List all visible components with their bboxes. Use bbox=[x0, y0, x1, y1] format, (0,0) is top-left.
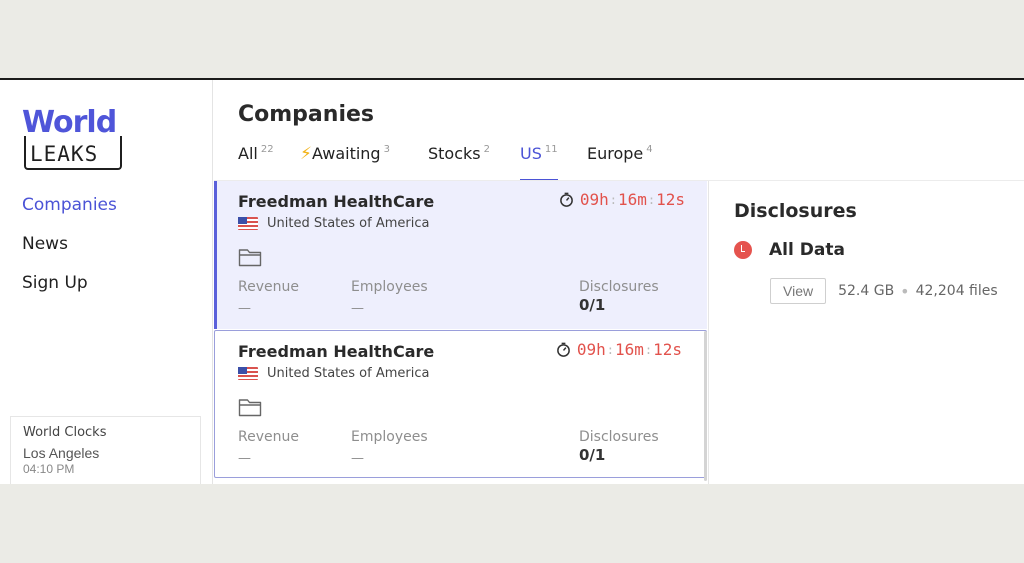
employees-label: Employees bbox=[351, 429, 428, 445]
revenue-label: Revenue bbox=[238, 279, 299, 295]
countdown-timer: 09h:16m:12s bbox=[556, 340, 682, 359]
company-name: Freedman HealthCare bbox=[238, 192, 435, 211]
timer-hours: 09h bbox=[576, 340, 606, 359]
disclosures-label: Disclosures bbox=[579, 429, 659, 445]
tab-europe-label: Europe bbox=[587, 144, 644, 163]
company-list: Freedman HealthCare United States of Ame… bbox=[214, 181, 709, 484]
tab-stocks-label: Stocks bbox=[428, 144, 481, 163]
world-clocks-title: World Clocks bbox=[23, 425, 107, 440]
tab-awaiting[interactable]: ⚡Awaiting 3 bbox=[300, 144, 390, 181]
tab-awaiting-label: Awaiting bbox=[311, 144, 381, 163]
revenue-value: — bbox=[238, 301, 251, 316]
tab-awaiting-count: 3 bbox=[383, 144, 390, 155]
us-flag-icon bbox=[238, 367, 258, 380]
data-size: 52.4 GB bbox=[838, 283, 895, 299]
tab-us-label: US bbox=[520, 144, 542, 163]
disclosures-value: 0/1 bbox=[579, 296, 606, 314]
page-title: Companies bbox=[238, 102, 374, 127]
timer-separator: : bbox=[644, 342, 653, 357]
timer-hours: 09h bbox=[579, 190, 609, 209]
logo-leaks-text: LEAKS bbox=[30, 142, 99, 166]
tab-stocks-count: 2 bbox=[483, 144, 490, 155]
tab-all[interactable]: All 22 bbox=[238, 144, 274, 181]
disclosure-item: All Data bbox=[734, 240, 845, 260]
tab-us[interactable]: US 11 bbox=[520, 144, 558, 181]
app-window: World LEAKS Companies News Sign Up World… bbox=[0, 78, 1024, 484]
tab-us-count: 11 bbox=[544, 144, 558, 155]
clock-alert-icon bbox=[734, 241, 752, 259]
company-country: United States of America bbox=[238, 216, 429, 231]
list-scrollbar[interactable] bbox=[704, 331, 707, 481]
sidebar: World LEAKS Companies News Sign Up World… bbox=[0, 80, 213, 484]
disclosures-label: Disclosures bbox=[579, 279, 659, 295]
tab-all-label: All bbox=[238, 144, 258, 163]
logo-world-text: World bbox=[22, 105, 117, 140]
nav-sign-up[interactable]: Sign Up bbox=[22, 273, 88, 293]
detail-panel: Disclosures All Data View 52.4 GB • 42,2… bbox=[734, 200, 1014, 304]
detail-title: Disclosures bbox=[734, 200, 857, 222]
world-leaks-logo[interactable]: World LEAKS bbox=[22, 106, 126, 176]
world-clocks-panel: World Clocks Los Angeles 04:10 PM bbox=[10, 416, 201, 484]
folder-icon bbox=[238, 399, 262, 417]
timer-separator: : bbox=[609, 192, 617, 207]
view-button[interactable]: View bbox=[770, 278, 827, 304]
company-name: Freedman HealthCare bbox=[238, 342, 435, 361]
timer-separator: : bbox=[606, 342, 614, 357]
nav-news[interactable]: News bbox=[22, 234, 68, 254]
tabs-divider bbox=[214, 180, 1024, 181]
stopwatch-icon bbox=[559, 192, 573, 207]
disclosures-value: 0/1 bbox=[579, 446, 606, 464]
tab-europe-count: 4 bbox=[646, 144, 653, 155]
company-country: United States of America bbox=[238, 366, 429, 381]
world-clocks-time: 04:10 PM bbox=[23, 462, 75, 476]
tab-stocks[interactable]: Stocks 2 bbox=[428, 144, 490, 181]
disclosure-item-title: All Data bbox=[769, 240, 845, 260]
timer-seconds: 12s bbox=[653, 340, 682, 359]
employees-value: — bbox=[351, 451, 364, 466]
logo-box bbox=[24, 136, 122, 170]
nav-companies[interactable]: Companies bbox=[22, 195, 117, 215]
meta-separator: • bbox=[900, 281, 910, 301]
company-card[interactable]: Freedman HealthCare United States of Ame… bbox=[214, 181, 707, 329]
company-country-label: United States of America bbox=[267, 216, 430, 231]
stopwatch-icon bbox=[556, 342, 570, 357]
world-clocks-city: Los Angeles bbox=[23, 445, 100, 461]
lightning-icon: ⚡ bbox=[300, 144, 312, 164]
countdown-timer: 09h:16m:12s bbox=[559, 190, 685, 209]
tab-europe[interactable]: Europe 4 bbox=[587, 144, 653, 181]
timer-minutes: 16m bbox=[614, 340, 644, 359]
main-content: Companies All 22 ⚡Awaiting 3 Stocks 2 US 11 … bbox=[214, 80, 1024, 484]
revenue-value: — bbox=[238, 451, 251, 466]
timer-separator: : bbox=[647, 192, 656, 207]
company-country-label: United States of America bbox=[267, 366, 430, 381]
company-card[interactable]: Freedman HealthCare United States of Ame… bbox=[214, 330, 707, 478]
revenue-label: Revenue bbox=[238, 429, 299, 445]
timer-seconds: 12s bbox=[656, 190, 685, 209]
file-count: 42,204 files bbox=[915, 283, 998, 299]
folder-icon bbox=[238, 249, 262, 267]
timer-minutes: 16m bbox=[617, 190, 647, 209]
employees-value: — bbox=[351, 301, 364, 316]
employees-label: Employees bbox=[351, 279, 428, 295]
us-flag-icon bbox=[238, 217, 258, 230]
disclosure-meta-row: View 52.4 GB • 42,204 files bbox=[770, 278, 998, 304]
tab-all-count: 22 bbox=[260, 144, 274, 155]
